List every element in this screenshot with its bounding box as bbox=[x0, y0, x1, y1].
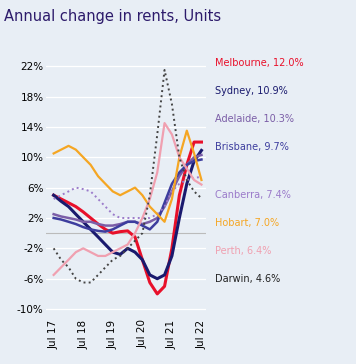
Text: Canberra, 7.4%: Canberra, 7.4% bbox=[215, 190, 291, 200]
Text: Darwin, 4.6%: Darwin, 4.6% bbox=[215, 274, 281, 284]
Text: Sydney, 10.9%: Sydney, 10.9% bbox=[215, 86, 288, 96]
Text: Perth, 6.4%: Perth, 6.4% bbox=[215, 246, 272, 256]
Text: Melbourne, 12.0%: Melbourne, 12.0% bbox=[215, 58, 304, 68]
Text: Annual change in rents, Units: Annual change in rents, Units bbox=[4, 9, 221, 24]
Text: Brisbane, 9.7%: Brisbane, 9.7% bbox=[215, 142, 289, 152]
Text: Hobart, 7.0%: Hobart, 7.0% bbox=[215, 218, 279, 228]
Text: Adelaide, 10.3%: Adelaide, 10.3% bbox=[215, 114, 294, 124]
